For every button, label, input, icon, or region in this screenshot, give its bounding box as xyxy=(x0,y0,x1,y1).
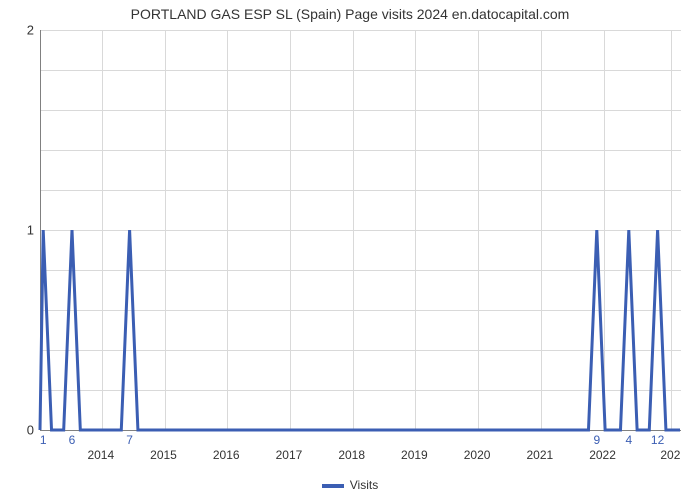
visits-path xyxy=(40,230,680,430)
legend: Visits xyxy=(0,478,700,492)
xtick-label: 2020 xyxy=(464,448,491,462)
spike-label: 9 xyxy=(593,433,600,447)
line-series xyxy=(40,30,680,430)
legend-label: Visits xyxy=(350,478,378,492)
chart-title: PORTLAND GAS ESP SL (Spain) Page visits … xyxy=(0,6,700,22)
spike-label: 12 xyxy=(651,433,664,447)
xtick-label: 2021 xyxy=(526,448,553,462)
ytick-label: 0 xyxy=(4,423,34,438)
xtick-label: 202 xyxy=(660,448,680,462)
legend-swatch xyxy=(322,484,344,488)
ytick-label: 2 xyxy=(4,23,34,38)
spike-label: 6 xyxy=(69,433,76,447)
spike-label: 4 xyxy=(625,433,632,447)
xtick-label: 2015 xyxy=(150,448,177,462)
spike-label: 1 xyxy=(40,433,47,447)
xtick-label: 2018 xyxy=(338,448,365,462)
xtick-label: 2014 xyxy=(87,448,114,462)
spike-label: 7 xyxy=(126,433,133,447)
xtick-label: 2017 xyxy=(276,448,303,462)
ytick-label: 1 xyxy=(4,223,34,238)
xtick-label: 2019 xyxy=(401,448,428,462)
xtick-label: 2016 xyxy=(213,448,240,462)
xtick-label: 2022 xyxy=(589,448,616,462)
